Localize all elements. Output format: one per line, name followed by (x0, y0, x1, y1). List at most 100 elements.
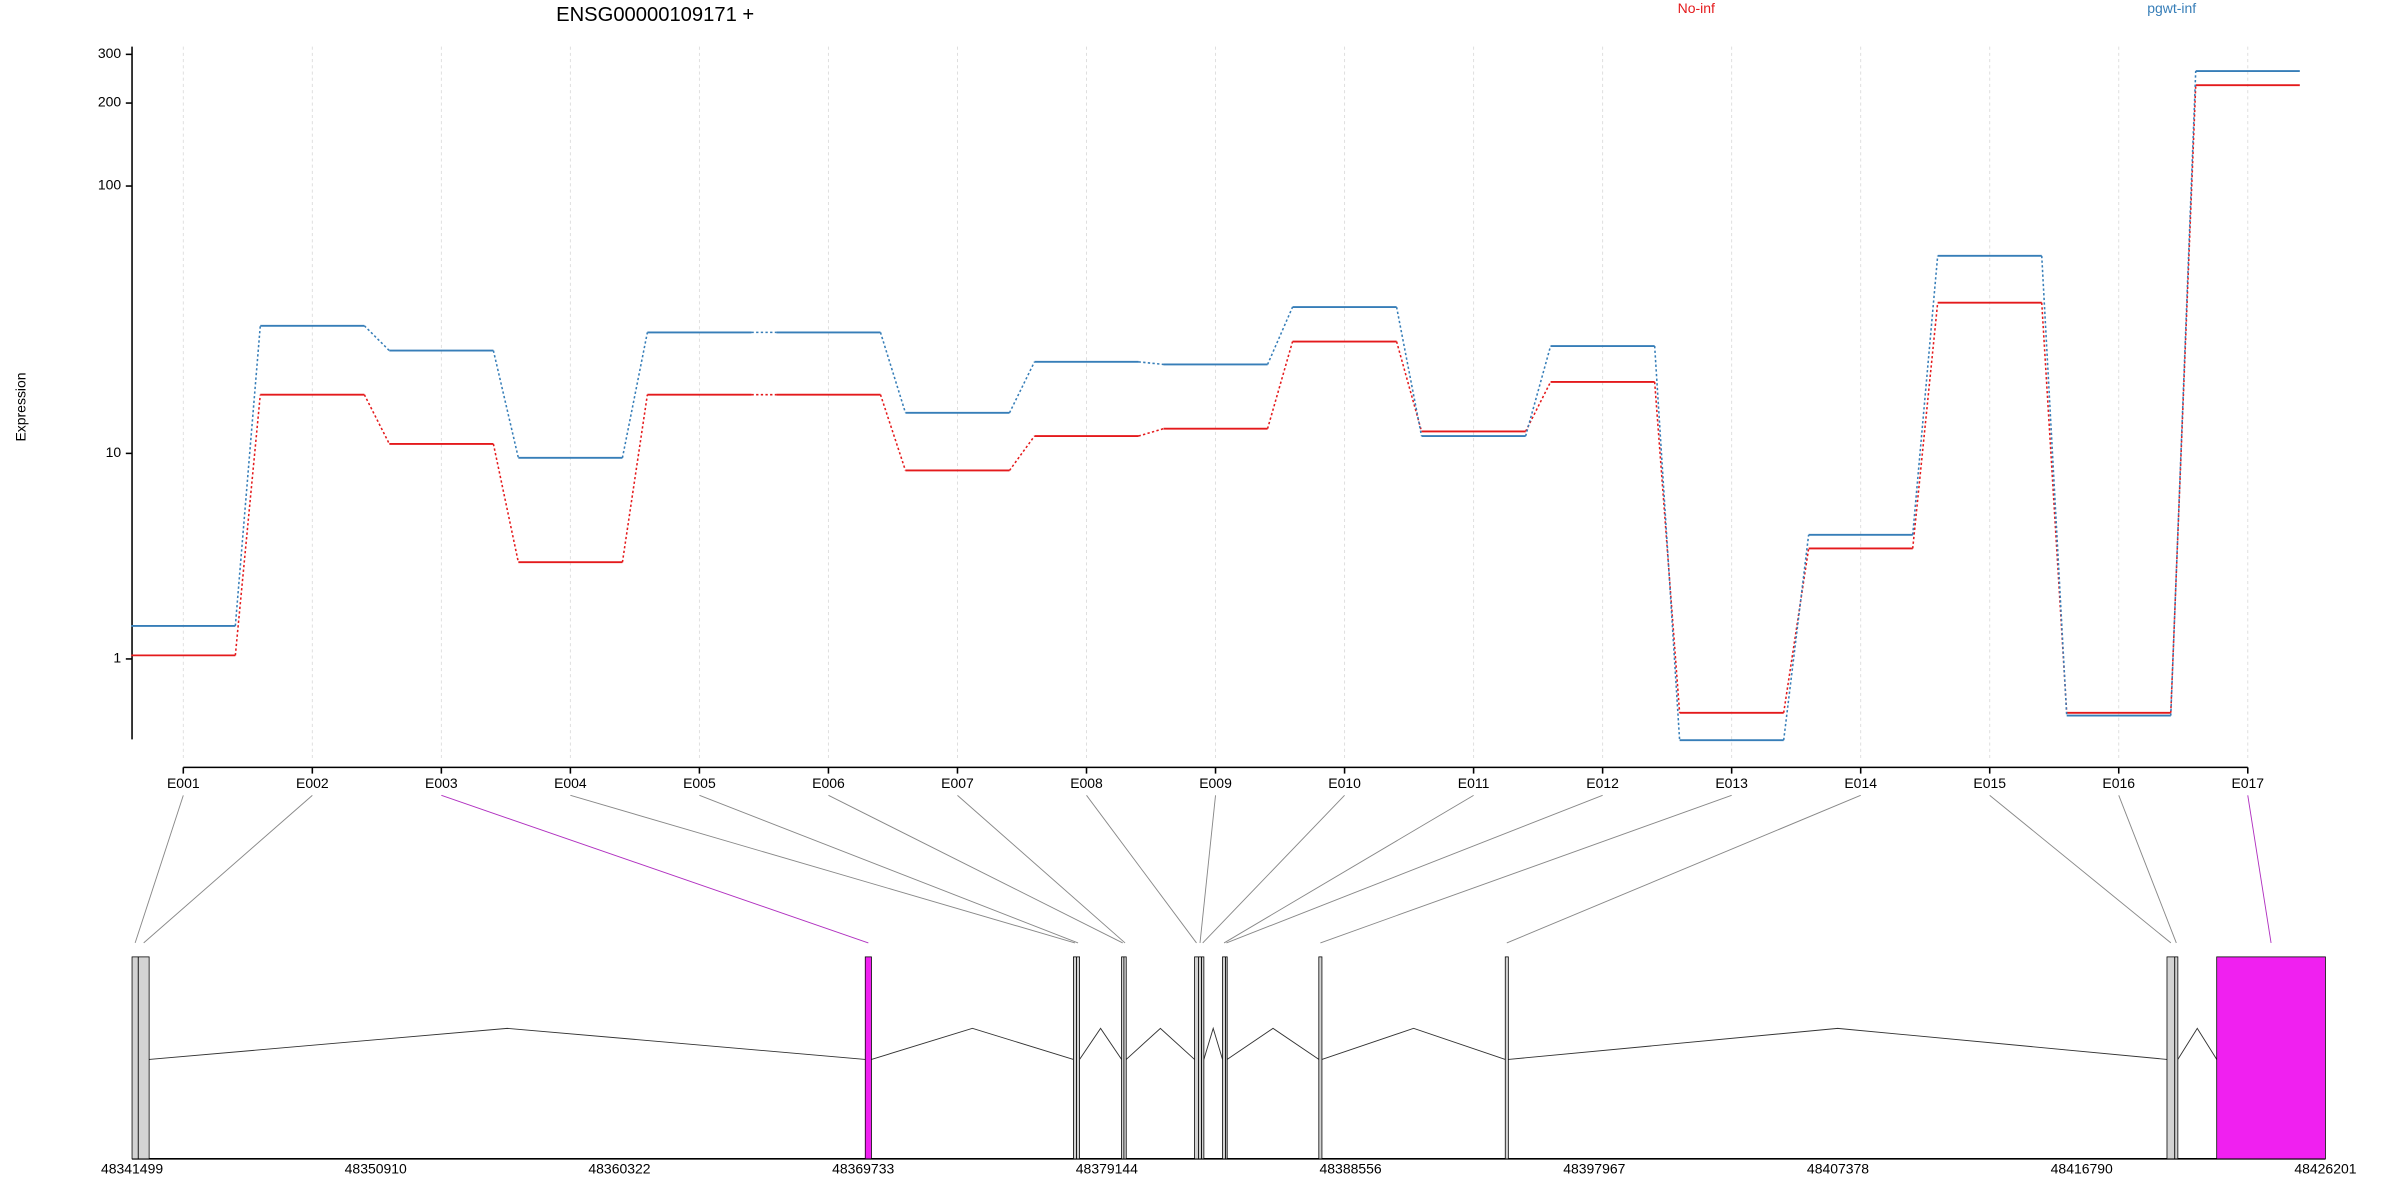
legend-label: No-inf (1678, 0, 1715, 16)
exon-link (1223, 794, 1474, 944)
exon-link (143, 794, 313, 944)
x-tick-label: E016 (2102, 775, 2135, 791)
connector (879, 332, 907, 414)
exon (2174, 956, 2179, 1160)
exon (1318, 956, 1323, 1160)
exon (131, 956, 139, 1160)
exon-link (699, 794, 1079, 944)
exon (2166, 956, 2176, 1160)
x-tick-label: E012 (1586, 775, 1619, 791)
intron (871, 1027, 1074, 1060)
exon-link (134, 795, 184, 944)
exon-link (1086, 795, 1197, 944)
connector (1266, 341, 1294, 429)
exon-link (1989, 794, 2172, 944)
exon (1222, 956, 1227, 1160)
connector (2170, 71, 2197, 716)
connector (1653, 345, 1681, 741)
x-tick-label: E010 (1328, 775, 1361, 791)
genome-tick-label: 48350910 (345, 1160, 407, 1176)
exon (1073, 956, 1077, 1160)
connector (1138, 361, 1164, 366)
intron (1321, 1027, 1506, 1060)
genome-tick-label: 48388556 (1320, 1160, 1382, 1176)
connector (1524, 345, 1552, 437)
exon (1504, 956, 1509, 1160)
connector (1911, 302, 1939, 549)
connector (1395, 341, 1423, 432)
intron (1203, 1026, 1223, 1060)
genome-tick-label: 48341499 (101, 1160, 163, 1176)
exon-link (2118, 795, 2177, 944)
x-tick-label: E003 (425, 775, 458, 791)
y-tick-label: 10 (106, 444, 122, 460)
genome-tick-label: 48379144 (1076, 1160, 1138, 1176)
connector (1266, 306, 1294, 365)
genome-tick-label: 48416790 (2051, 1160, 2113, 1176)
x-tick-label: E005 (683, 775, 716, 791)
genome-tick-label: 48369733 (832, 1160, 894, 1176)
connector (1911, 255, 1939, 535)
intron (2177, 1027, 2218, 1060)
exon (1194, 956, 1199, 1160)
x-tick-label: E004 (554, 775, 587, 791)
connector (363, 325, 390, 352)
connector (1008, 435, 1036, 471)
exon (1076, 956, 1080, 1160)
exon-link (1320, 794, 1732, 944)
legend-label: pgwt-inf (2147, 0, 2196, 16)
y-axis-label: Expression (12, 372, 28, 441)
exon-link (828, 794, 1123, 944)
connector (879, 394, 907, 471)
connector (621, 332, 649, 459)
connector (492, 443, 520, 563)
x-tick-label: E009 (1199, 775, 1232, 791)
connector (234, 394, 262, 656)
exon (2216, 956, 2326, 1160)
x-tick-label: E008 (1070, 775, 1103, 791)
genome-tick-label: 48397967 (1563, 1160, 1625, 1176)
y-tick-label: 100 (98, 177, 122, 193)
intron (1508, 1027, 2168, 1060)
connector (363, 394, 391, 445)
genome-tick-label: 48426201 (2294, 1160, 2356, 1176)
connector (1782, 548, 1810, 713)
x-tick-label: E013 (1715, 775, 1748, 791)
genome-tick-label: 48360322 (588, 1160, 650, 1176)
exon-link (1226, 794, 1603, 944)
exon-link (1199, 795, 1216, 943)
connector (2040, 255, 2068, 716)
x-tick-label: E015 (1973, 775, 2006, 791)
connector (2040, 302, 2068, 713)
y-tick-label: 300 (98, 45, 122, 61)
intron (149, 1027, 866, 1060)
x-tick-label: E007 (941, 775, 974, 791)
exon-link (441, 794, 869, 944)
x-tick-label: E006 (812, 775, 845, 791)
exon (1225, 956, 1228, 1160)
exon-link (1506, 794, 1861, 944)
x-tick-label: E017 (2231, 775, 2264, 791)
y-tick-label: 200 (98, 94, 122, 110)
intron (1079, 1027, 1122, 1060)
connector (234, 325, 262, 626)
y-tick-label: 1 (113, 650, 121, 666)
exon-link (2247, 795, 2272, 943)
x-tick-label: E014 (1844, 775, 1877, 791)
x-tick-label: E011 (1458, 775, 1490, 791)
genome-tick-label: 48407378 (1807, 1160, 1869, 1176)
intron (1125, 1027, 1195, 1060)
connector (1138, 427, 1164, 437)
exon (1201, 956, 1205, 1160)
exon (1123, 956, 1127, 1160)
exon-link (1202, 795, 1345, 944)
x-tick-label: E002 (296, 775, 329, 791)
chart-title: ENSG00000109171 + (556, 4, 754, 26)
connector (1653, 381, 1681, 713)
exon-link (570, 794, 1076, 944)
intron (1226, 1027, 1320, 1060)
exon (1198, 956, 1202, 1160)
exon (864, 956, 872, 1160)
